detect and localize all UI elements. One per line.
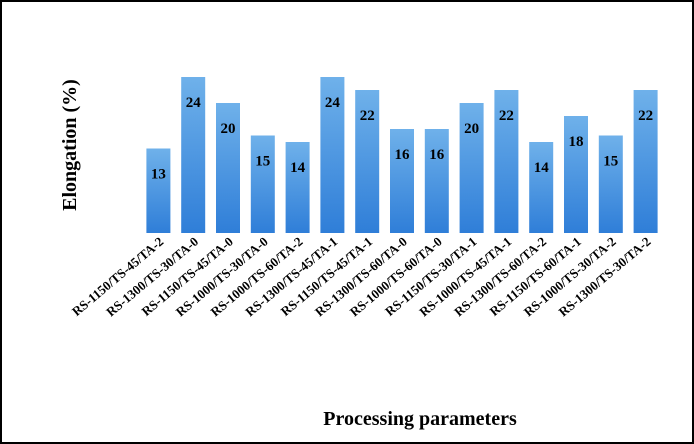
bar-10 bbox=[459, 103, 484, 233]
data-label-1: 13 bbox=[151, 167, 166, 183]
bar-3 bbox=[216, 103, 240, 233]
data-label-15: 22 bbox=[638, 108, 653, 124]
data-label-12: 14 bbox=[534, 160, 550, 176]
data-label-9: 16 bbox=[429, 147, 445, 163]
bar-15 bbox=[633, 90, 658, 233]
bar-5 bbox=[285, 142, 310, 233]
data-label-8: 16 bbox=[395, 147, 411, 163]
x-axis-label: Processing parameters bbox=[323, 408, 517, 430]
data-label-6: 24 bbox=[325, 95, 341, 111]
data-label-5: 14 bbox=[290, 160, 306, 176]
y-axis-label: Elongation (%) bbox=[59, 79, 81, 211]
data-label-14: 15 bbox=[603, 154, 618, 170]
bar-9 bbox=[424, 129, 449, 233]
data-label-13: 18 bbox=[569, 134, 584, 150]
data-label-4: 15 bbox=[255, 154, 270, 170]
data-label-7: 22 bbox=[360, 108, 375, 124]
bar-14 bbox=[598, 135, 623, 233]
bar-4 bbox=[250, 135, 275, 233]
bar-6 bbox=[320, 77, 345, 233]
bar-1 bbox=[146, 148, 171, 233]
bars-group: 13 24 20 15 14 24 22 16 16 20 22 14 18 15 22 bbox=[146, 77, 658, 233]
bar-12 bbox=[529, 142, 554, 233]
data-label-2: 24 bbox=[186, 95, 202, 111]
bar-8 bbox=[390, 129, 414, 233]
data-label-11: 22 bbox=[499, 108, 514, 124]
bar-2 bbox=[181, 77, 206, 233]
x-tick-labels: RS-1150/TS-45/TA-2RS-1300/TS-30/TA-0RS-1… bbox=[69, 234, 654, 320]
bar-7 bbox=[355, 90, 380, 233]
data-label-3: 20 bbox=[221, 121, 236, 137]
data-label-10: 20 bbox=[464, 121, 479, 137]
bar-11 bbox=[494, 90, 519, 233]
bar-13 bbox=[564, 116, 588, 233]
